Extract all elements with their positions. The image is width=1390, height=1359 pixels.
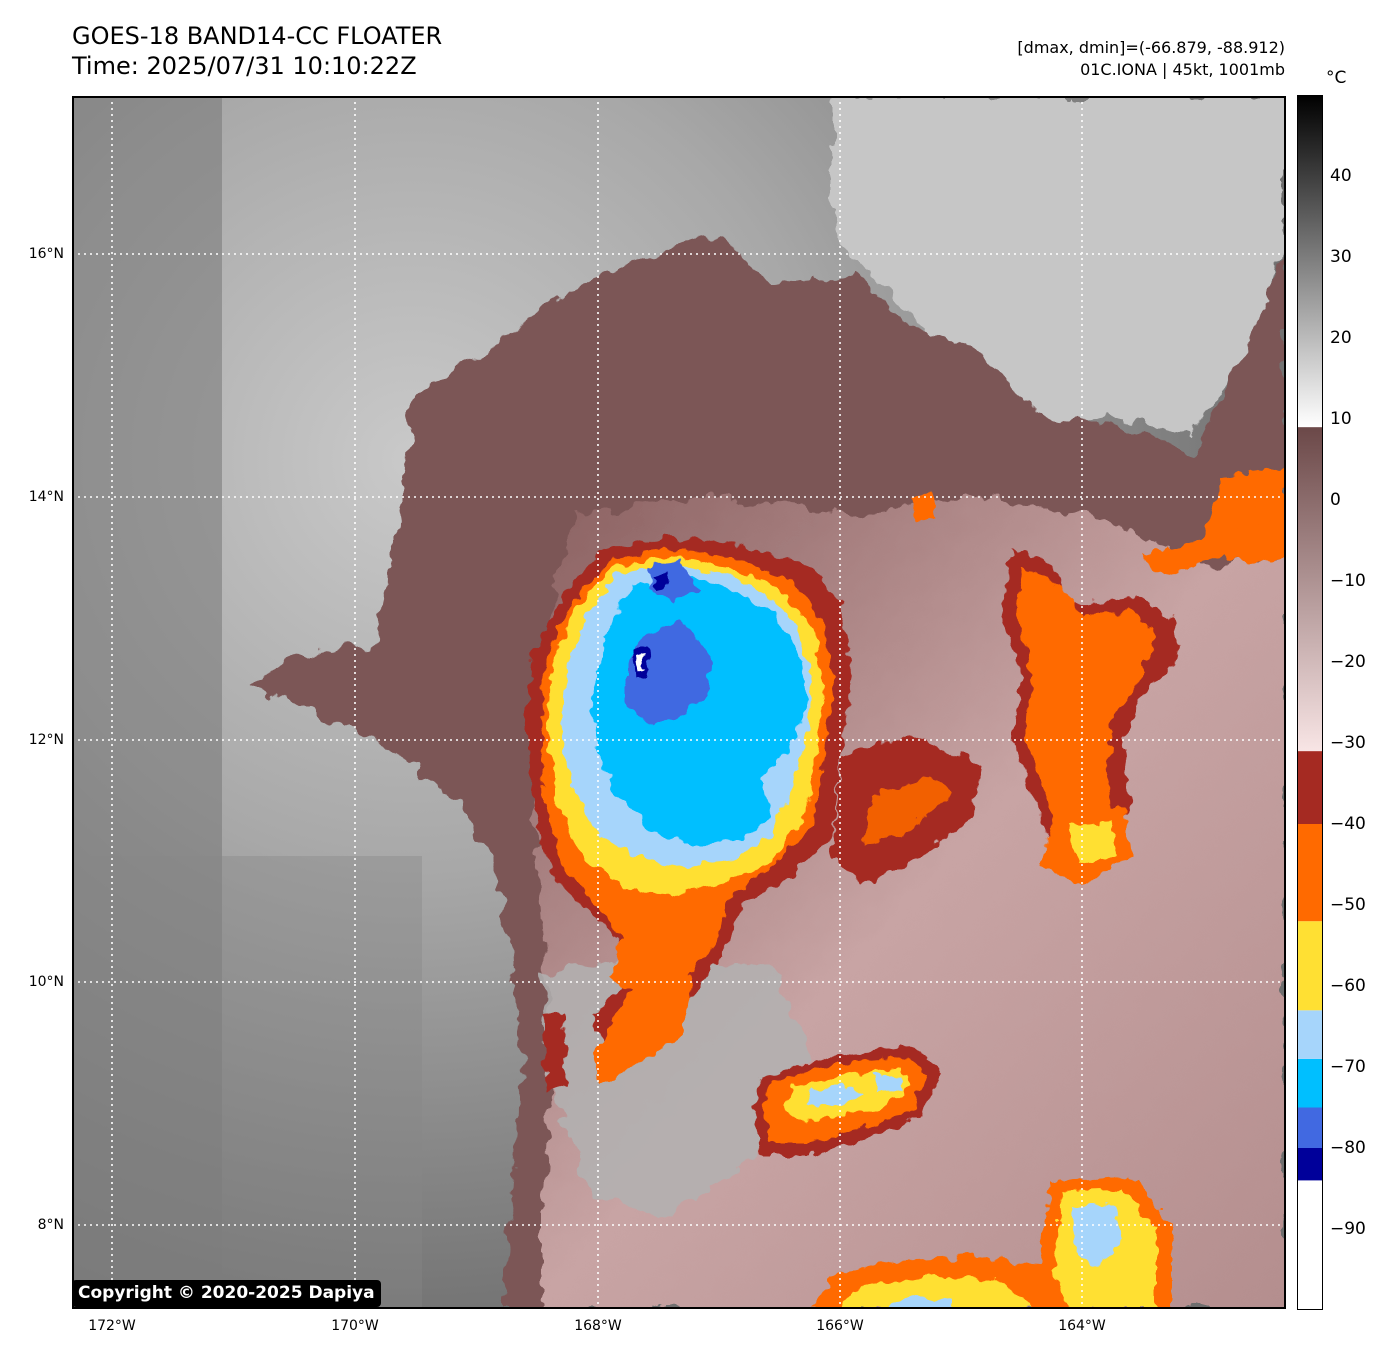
lat-label-16n: 16°N [28,246,64,262]
lat-label-14n: 14°N [28,489,64,505]
colorbar-segment [1297,427,1323,752]
colorbar-tick-label: 10 [1330,409,1352,429]
rainband-east-orange [1017,566,1157,856]
colorbar-tick-label: −50 [1330,895,1366,915]
colorbar-tick-label: −70 [1330,1057,1366,1077]
colorbar-segment [1297,1107,1323,1148]
convection-navy-core [652,572,670,590]
lat-label-10n: 10°N [28,974,64,990]
colorbar-tick-label: −30 [1330,733,1366,753]
colorbar-tick-label: 0 [1330,490,1341,510]
lat-lon-grid [72,96,1286,1309]
lat-label-8n: 8°N [37,1217,64,1233]
colorbar-segment [1297,95,1323,428]
colorbar-unit: °C [1326,68,1347,88]
copyright-badge: Copyright © 2020-2025 Dapiya [72,1280,381,1307]
map-frame [72,96,1286,1309]
lon-label-168w: 168°W [574,1318,622,1334]
colorbar-tick-label: 40 [1330,166,1352,186]
colorbar-segment [1297,1180,1323,1310]
colorbar-tick-label: −80 [1330,1138,1366,1158]
colorbar-segment [1297,751,1323,824]
colorbar-tick-label: −40 [1330,814,1366,834]
colorbar-tick-label: −60 [1330,976,1366,996]
convection-coldest-pixel [636,656,646,670]
satellite-map [72,96,1286,1309]
colorbar-tick-label: 30 [1330,247,1352,267]
map-title: GOES-18 BAND14-CC FLOATER [72,22,443,50]
lon-label-164w: 164°W [1058,1318,1106,1334]
temperature-colorbar [1297,95,1323,1310]
lon-label-170w: 170°W [331,1318,379,1334]
lon-label-166w: 166°W [816,1318,864,1334]
convection-royal-blue [627,621,712,726]
colorbar-tick-label: 20 [1330,328,1352,348]
colorbar-segment [1297,1148,1323,1181]
colorbar-segment [1297,1010,1323,1059]
colorbar-tick-label: −20 [1330,652,1366,672]
dmax-dmin-readout: [dmax, dmin]=(-66.879, -88.912) [1017,38,1285,57]
warm-cloud-northeast [832,96,1286,436]
colorbar-tick-label: −10 [1330,571,1366,591]
map-timestamp: Time: 2025/07/31 10:10:22Z [72,52,417,80]
colorbar-tick-label: −90 [1330,1219,1366,1239]
lat-label-12n: 12°N [28,732,64,748]
colorbar-segment [1297,1058,1323,1108]
colorbar-segment [1297,824,1323,922]
storm-info: 01C.IONA | 45kt, 1001mb [1080,60,1285,79]
lon-label-172w: 172°W [88,1318,136,1334]
colorbar-segment [1297,921,1323,1011]
